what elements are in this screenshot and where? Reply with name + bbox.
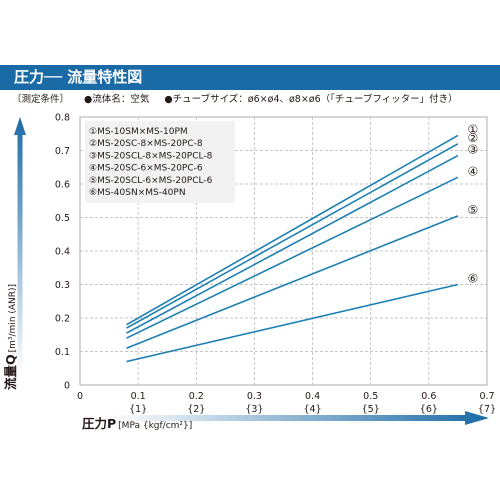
y-axis-unit: [m³/min (ANR)] <box>8 284 18 352</box>
legend-entry: ③MS-20SCL-8×MS-20PCL-8 <box>89 151 213 161</box>
x-tick-label: 0.5 <box>363 391 378 402</box>
axis-layer: 0 0.1 0.2 0.3 0.4 0.5 0.6 0.7 0.8 0.1 {1} 0.2 {2} 0.3… <box>55 113 496 416</box>
y-tick-label: 0.5 <box>55 213 70 224</box>
y-axis-label-text: 流量Q <box>3 354 18 390</box>
chart-title: 圧力── 流量特性図 <box>14 68 143 86</box>
x-axis-label: 圧力P [MPa {kgf/cm²}] <box>82 416 192 431</box>
x-tick-label: 0.3 <box>247 391 262 402</box>
series-marker-label: ③ <box>468 143 479 157</box>
x-tick-label: 0.2 <box>189 391 204 402</box>
conditions-tube: ●チューブサイズ：ø6×ø4、ø8×ø6（「チューブフィッター」付き） <box>164 94 458 105</box>
x-tick-label-kgf: {7} <box>478 404 496 415</box>
series-marker-label: ⑤ <box>468 203 479 217</box>
x-tick-label-kgf: {4} <box>304 404 322 415</box>
y-tick-label: 0.8 <box>55 113 70 124</box>
legend-entry: ②MS-20SC-8×MS-20PC-8 <box>89 139 203 149</box>
chart-legend: ①MS-10SM×MS-10PM ②MS-20SC-8×MS-20PC-8 ③MS-… <box>85 121 235 203</box>
series-line <box>126 154 459 334</box>
series-line <box>126 134 459 326</box>
y-axis-arrow <box>14 117 26 375</box>
series-line <box>126 215 459 349</box>
x-axis-unit: [MPa {kgf/cm²}] <box>118 421 192 431</box>
legend-entry: ⑥MS-40SN×MS-40PN <box>89 188 186 198</box>
y-tick-label: 0.7 <box>55 146 70 157</box>
axis-labels: 圧力P [MPa {kgf/cm²}] 流量Q [m³/min (ANR)] <box>3 117 490 431</box>
conditions-fluid: ●流体名：空気 <box>84 94 150 105</box>
x-tick-label: 0.1 <box>131 391 146 402</box>
series-line <box>126 176 459 339</box>
series-marker-label: ④ <box>468 164 479 178</box>
series-marker-label: ① <box>468 122 479 136</box>
x-tick-label-kgf: {1} <box>129 404 147 415</box>
x-tick-label-kgf: {2} <box>187 404 205 415</box>
y-tick-label: 0 <box>64 381 70 392</box>
legend-entry: ④MS-20SC-6×MS-20PC-6 <box>89 164 203 174</box>
y-tick-label: 0.2 <box>55 314 70 325</box>
series-marker-label: ② <box>468 131 479 145</box>
x-tick-label-kgf: {3} <box>245 404 263 415</box>
legend-entry: ①MS-10SM×MS-10PM <box>89 127 188 137</box>
chart-header-bar <box>0 65 500 90</box>
y-tick-label: 0.4 <box>55 247 70 258</box>
x-tick-label: 0.4 <box>305 391 320 402</box>
x-tick-label: 0.7 <box>479 391 494 402</box>
x-axis-arrow <box>109 411 490 425</box>
y-tick-label: 0.3 <box>55 280 70 291</box>
measurement-conditions: 〔測定条件〕 ●流体名：空気 ●チューブサイズ：ø6×ø4、ø8×ø6（「チュー… <box>12 94 470 106</box>
series-layer: ①②③ ④ ⑤ ⑥ <box>126 122 479 363</box>
x-tick-label: 0.6 <box>421 391 436 402</box>
x-axis-label-text: 圧力P <box>82 416 116 431</box>
legend-entry: ⑤MS-20SCL-6×MS-20PCL-6 <box>89 176 213 186</box>
conditions-label: 〔測定条件〕 <box>12 94 70 105</box>
series-line <box>126 143 459 329</box>
y-axis-label: 流量Q [m³/min (ANR)] <box>3 284 18 390</box>
x-tick-label-kgf: {6} <box>420 404 438 415</box>
y-tick-label: 0.6 <box>55 180 70 191</box>
legend-box <box>85 121 235 203</box>
x-tick-label-kgf: {5} <box>362 404 380 415</box>
x-origin-label: 0 <box>77 391 83 402</box>
y-tick-label: 0.1 <box>55 347 70 358</box>
series-line <box>126 283 459 363</box>
series-marker-label: ⑥ <box>468 272 479 286</box>
